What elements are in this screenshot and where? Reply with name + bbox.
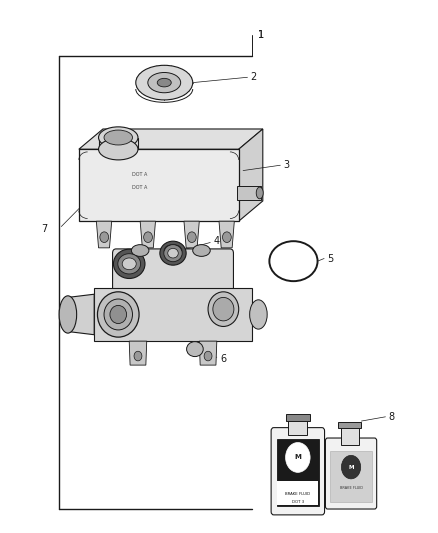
Text: 7: 7 — [42, 224, 48, 234]
Polygon shape — [68, 294, 94, 335]
Text: 3: 3 — [283, 160, 289, 170]
Circle shape — [223, 232, 231, 243]
Ellipse shape — [250, 300, 267, 329]
Ellipse shape — [122, 258, 136, 270]
Text: M: M — [348, 465, 354, 470]
Ellipse shape — [160, 241, 186, 265]
Polygon shape — [184, 221, 199, 248]
Text: 6: 6 — [220, 354, 226, 364]
Text: 5: 5 — [327, 254, 333, 263]
Ellipse shape — [213, 297, 234, 321]
FancyBboxPatch shape — [271, 427, 325, 515]
Bar — [237, 186, 261, 200]
Ellipse shape — [113, 249, 145, 278]
Ellipse shape — [164, 245, 182, 262]
Ellipse shape — [104, 299, 132, 330]
Text: BRAKE FLUID: BRAKE FLUID — [339, 486, 363, 490]
Polygon shape — [94, 288, 252, 341]
Text: 4: 4 — [213, 236, 219, 246]
Text: 1: 1 — [258, 30, 265, 39]
Text: 2: 2 — [251, 72, 257, 82]
Polygon shape — [79, 129, 263, 149]
Ellipse shape — [168, 248, 178, 258]
Circle shape — [204, 351, 212, 361]
Bar — [330, 451, 372, 502]
Circle shape — [134, 351, 142, 361]
Polygon shape — [129, 341, 147, 365]
Ellipse shape — [99, 139, 138, 160]
Ellipse shape — [99, 127, 138, 148]
Ellipse shape — [59, 296, 77, 333]
Ellipse shape — [104, 130, 132, 145]
Bar — [277, 439, 319, 506]
Text: 8: 8 — [388, 412, 394, 422]
Text: BRAKE FLUID: BRAKE FLUID — [285, 492, 311, 496]
Bar — [286, 414, 310, 421]
Bar — [277, 481, 318, 505]
Polygon shape — [140, 221, 155, 248]
Text: M: M — [294, 455, 301, 461]
Polygon shape — [239, 129, 263, 221]
Ellipse shape — [164, 245, 182, 256]
Ellipse shape — [208, 292, 239, 326]
Text: DOT A: DOT A — [132, 172, 148, 177]
Text: DOT 3: DOT 3 — [292, 500, 304, 504]
Ellipse shape — [110, 305, 127, 324]
Circle shape — [187, 232, 196, 243]
Ellipse shape — [187, 342, 203, 357]
Ellipse shape — [118, 254, 141, 274]
Ellipse shape — [97, 292, 139, 337]
Text: 1: 1 — [258, 30, 265, 39]
Ellipse shape — [157, 78, 171, 87]
Ellipse shape — [193, 245, 210, 256]
Ellipse shape — [131, 245, 149, 256]
Bar — [288, 419, 307, 435]
Polygon shape — [199, 341, 217, 365]
FancyBboxPatch shape — [325, 438, 377, 509]
Polygon shape — [96, 221, 112, 248]
Text: DOT A: DOT A — [132, 185, 148, 190]
Circle shape — [342, 455, 361, 479]
Ellipse shape — [256, 187, 263, 199]
Circle shape — [144, 232, 152, 243]
Polygon shape — [219, 221, 234, 248]
Circle shape — [286, 442, 310, 472]
Bar — [338, 422, 361, 428]
Ellipse shape — [148, 72, 180, 93]
Ellipse shape — [136, 66, 193, 100]
Polygon shape — [79, 149, 239, 221]
Bar — [341, 426, 359, 445]
FancyBboxPatch shape — [113, 249, 233, 295]
Circle shape — [100, 232, 109, 243]
